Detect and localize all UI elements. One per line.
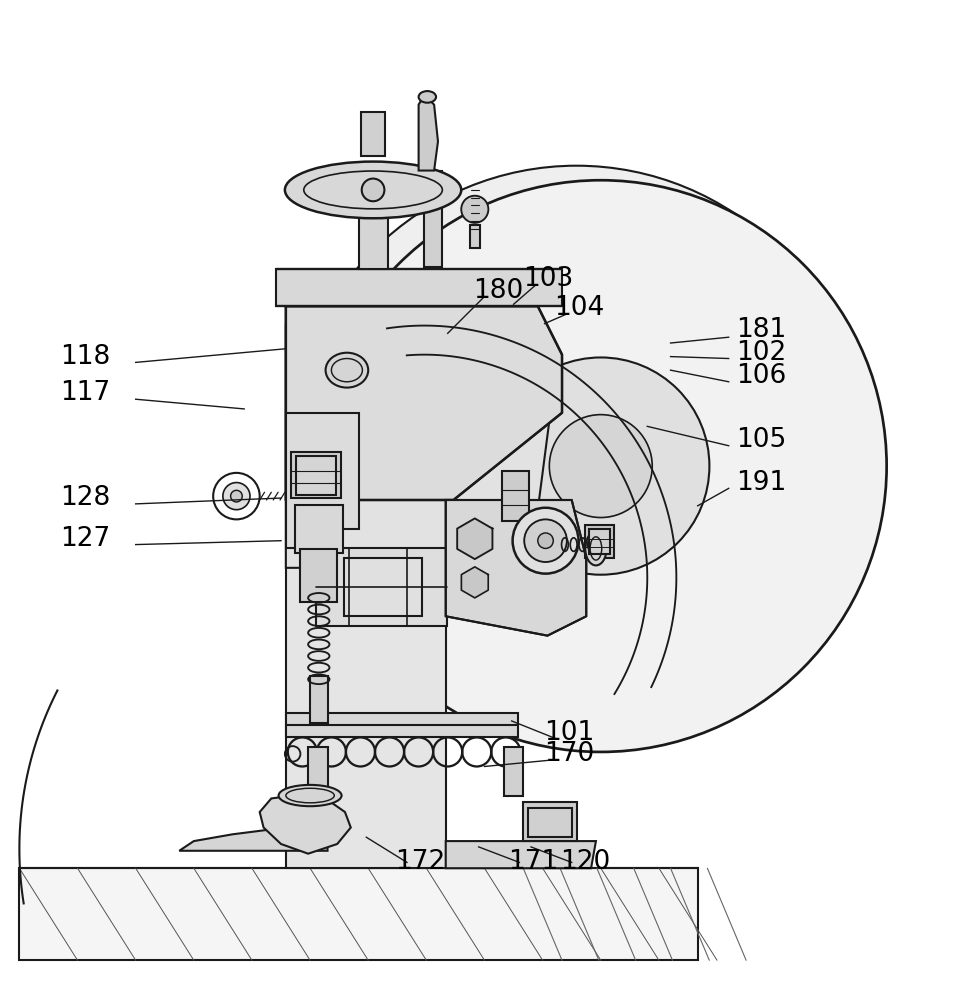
Polygon shape [419,95,438,171]
Text: 127: 127 [60,526,110,552]
Text: 105: 105 [736,427,787,453]
Polygon shape [286,326,550,568]
Ellipse shape [279,785,341,806]
Bar [308,747,328,796]
Polygon shape [461,567,488,598]
Circle shape [524,519,567,562]
Bar [424,171,442,267]
Bar [286,316,446,868]
Text: 106: 106 [736,363,787,389]
Text: 180: 180 [473,278,523,304]
Ellipse shape [291,166,862,737]
Bar [502,471,529,521]
Text: 171: 171 [508,849,558,875]
Text: 118: 118 [60,344,110,370]
Circle shape [461,196,488,223]
Bar [344,558,422,616]
Text: 117: 117 [60,380,110,406]
Polygon shape [260,796,351,854]
Ellipse shape [285,162,461,218]
Bar [361,112,385,156]
Bar [291,452,341,498]
Bar [300,549,337,602]
Bar [276,269,562,306]
Circle shape [223,483,250,510]
Circle shape [538,533,553,548]
Ellipse shape [419,91,436,103]
Circle shape [361,179,385,201]
Bar [295,505,343,553]
Polygon shape [286,306,562,500]
Polygon shape [446,500,586,636]
Text: 104: 104 [554,295,605,321]
Ellipse shape [585,531,607,565]
Polygon shape [446,841,596,868]
Polygon shape [179,828,328,851]
Text: 172: 172 [395,849,446,875]
Text: 128: 128 [60,485,110,511]
Polygon shape [457,518,492,559]
Bar [528,808,572,837]
Bar [585,525,614,558]
Circle shape [315,180,887,752]
Bar [310,676,328,723]
Circle shape [513,508,578,574]
Bar [296,456,336,495]
Text: 103: 103 [523,266,574,292]
Text: 170: 170 [545,741,595,767]
Bar [504,747,523,796]
Text: 181: 181 [736,317,787,343]
Text: 102: 102 [736,340,787,366]
Circle shape [213,473,260,519]
Text: 101: 101 [545,720,595,746]
Bar [523,802,577,841]
Text: 191: 191 [736,470,787,496]
Bar [589,529,610,554]
Circle shape [549,415,652,518]
Bar [286,713,518,737]
Polygon shape [286,413,359,548]
Bar [316,548,447,626]
Circle shape [492,357,709,575]
Ellipse shape [326,353,368,388]
Bar [359,194,388,269]
Circle shape [231,490,242,502]
Text: 120: 120 [560,849,610,875]
Polygon shape [19,868,698,960]
Bar [470,225,480,248]
